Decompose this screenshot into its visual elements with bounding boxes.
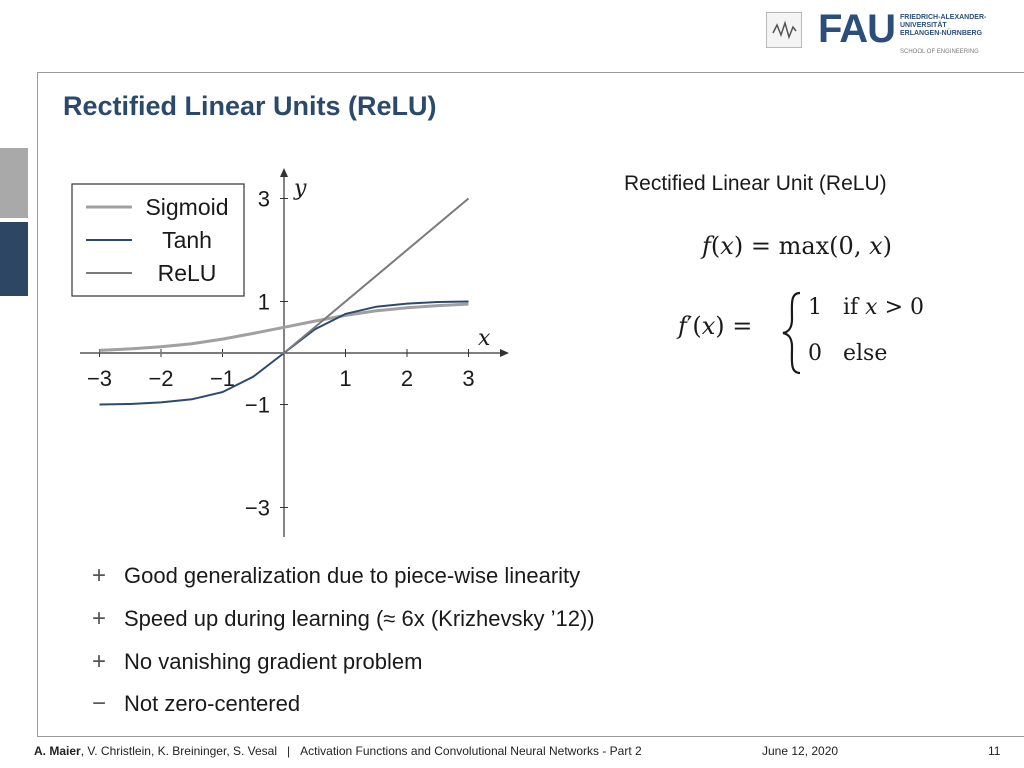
f-equals-max: = max <box>743 232 830 260</box>
x-axis-label: x <box>478 326 491 351</box>
bullet-item: + Speed up during learning (≈ 6x (Krizhev… <box>92 605 595 633</box>
case-positive: 1 if x > 0 <box>808 295 924 320</box>
f-symbol: f <box>702 232 711 260</box>
case-1-rest: > 0 <box>877 295 924 320</box>
bullet-item: − Not zero-centered <box>92 690 300 718</box>
y-axis-arrow-icon <box>280 168 288 177</box>
x-tick-label: 2 <box>401 366 413 391</box>
bullet-text: Good generalization due to piece-wise li… <box>124 563 581 588</box>
y-tick-label: −1 <box>245 393 270 418</box>
x-axis-arrow-icon <box>500 349 509 357</box>
x-tick-label: 1 <box>339 366 351 391</box>
y-tick-label: −3 <box>245 496 270 521</box>
footer-lead-author: A. Maier <box>34 744 81 758</box>
case-1-value: 1 <box>808 295 822 320</box>
side-tab-blue <box>0 222 28 296</box>
formula-heading: Rectified Linear Unit (ReLU) <box>624 172 887 195</box>
fp-arg: x <box>701 312 716 340</box>
bullet-item: + Good generalization due to piece-wise l… <box>92 562 580 590</box>
bullet-text: No vanishing gradient problem <box>124 649 423 674</box>
school-name: SCHOOL OF ENGINEERING <box>900 49 979 55</box>
case-1-var: x <box>865 295 878 320</box>
side-tab-gray <box>0 148 28 218</box>
bullet-item: + No vanishing gradient problem <box>92 648 422 676</box>
chip-logo-icon <box>766 12 802 48</box>
footer-separator: | <box>287 744 291 758</box>
footer-coauthors: , V. Christlein, K. Breininger, S. Vesal <box>80 744 278 758</box>
series-line-relu <box>99 197 470 354</box>
plus-icon: + <box>92 648 107 675</box>
y-tick-label: 3 <box>258 187 270 212</box>
bullet-text: Not zero-centered <box>124 691 301 716</box>
case-1-if: if <box>842 295 866 320</box>
y-axis-label: y <box>293 176 307 201</box>
plus-icon: + <box>92 605 107 632</box>
x-tick-label: 3 <box>462 366 474 391</box>
y-tick-label: 1 <box>258 290 270 315</box>
case-2-else: else <box>842 341 888 366</box>
legend-label-sigmoid: Sigmoid <box>145 194 228 220</box>
legend-label-relu: ReLU <box>158 260 217 286</box>
fp-symbol: f <box>678 312 687 340</box>
f-arg-2: x <box>869 232 883 260</box>
fp-prime: ′ <box>686 312 693 340</box>
top-divider <box>37 72 1024 73</box>
relu-derivative-formula: f′(x) = <box>678 312 753 340</box>
slide-title: Rectified Linear Units (ReLU) <box>63 91 437 121</box>
fau-logo: FAU <box>818 7 896 51</box>
minus-icon: − <box>92 690 107 717</box>
case-2-value: 0 <box>808 341 822 366</box>
f-arg: x <box>720 232 734 260</box>
footer-page-number: 11 <box>988 744 1001 758</box>
f-zero: 0, <box>838 232 870 260</box>
university-name: FRIEDRICH-ALEXANDER- UNIVERSITÄT ERLANGE… <box>900 14 987 37</box>
left-brace-icon <box>782 291 801 375</box>
footer-course: Activation Functions and Convolutional N… <box>300 744 642 758</box>
bullet-text: Speed up during learning (≈ 6x (Krizhevs… <box>124 606 595 631</box>
fp-equals: = <box>724 312 753 340</box>
bottom-divider <box>37 736 1024 737</box>
series-line-sigmoid <box>99 302 469 352</box>
case-else: 0 else <box>808 341 887 366</box>
x-tick-label: −3 <box>87 366 112 391</box>
footer-authors: A. Maier, V. Christlein, K. Breininger, … <box>34 744 642 758</box>
x-tick-label: −2 <box>148 366 173 391</box>
relu-formula: f(x) = max(0, x) <box>702 232 892 260</box>
plus-icon: + <box>92 562 107 589</box>
left-divider <box>37 72 38 737</box>
footer-date: June 12, 2020 <box>762 744 839 758</box>
legend-label-tanh: Tanh <box>162 227 212 253</box>
